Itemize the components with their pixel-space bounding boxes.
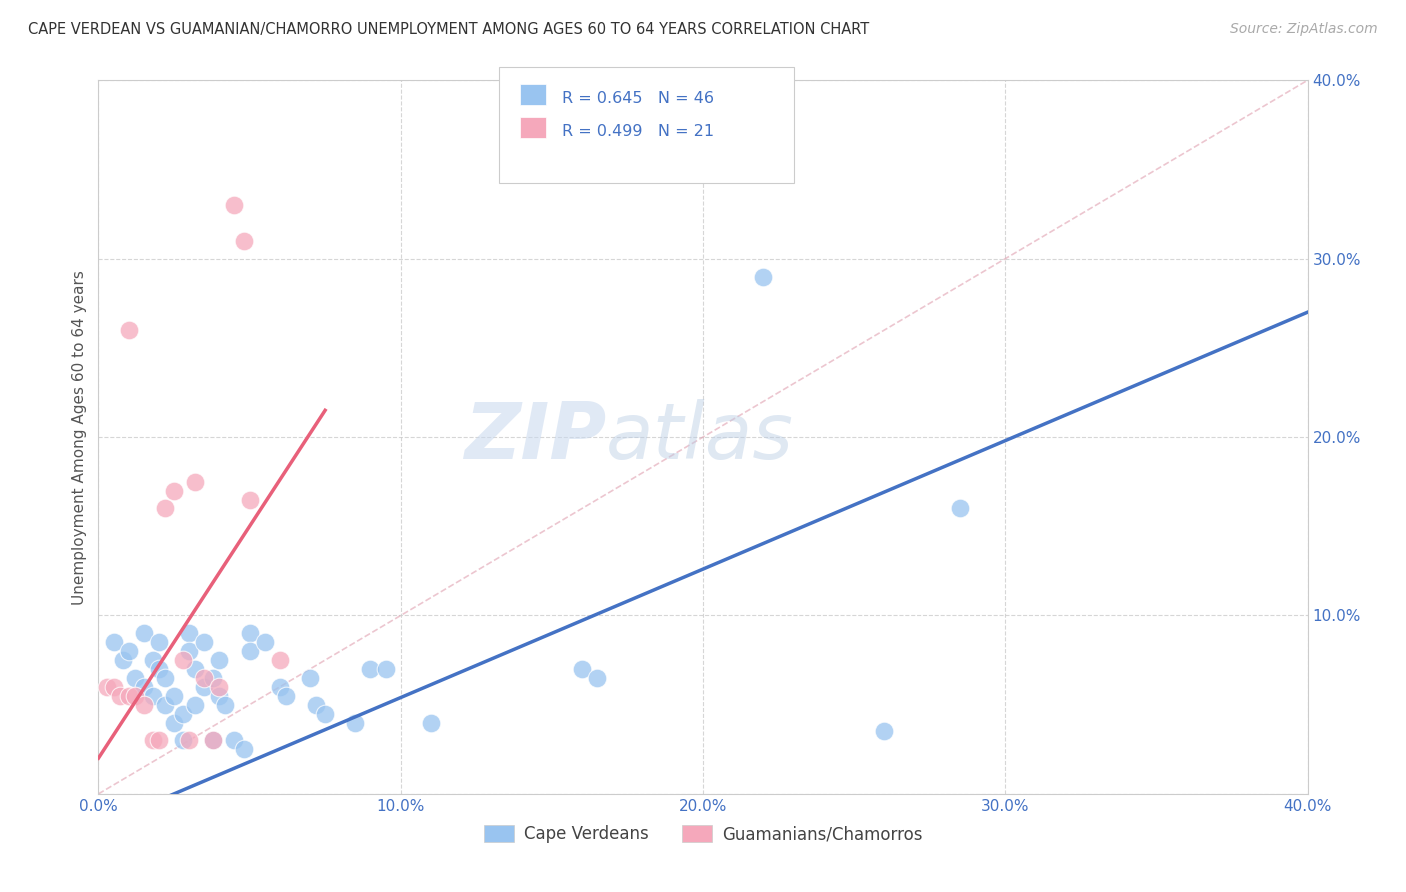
Point bbox=[153, 501, 176, 516]
Point bbox=[949, 501, 972, 516]
Point bbox=[873, 724, 896, 739]
Point bbox=[172, 653, 194, 667]
Text: R = 0.645   N = 46: R = 0.645 N = 46 bbox=[562, 91, 714, 105]
Point bbox=[420, 715, 443, 730]
Point bbox=[571, 662, 593, 676]
Point bbox=[132, 626, 155, 640]
Text: CAPE VERDEAN VS GUAMANIAN/CHAMORRO UNEMPLOYMENT AMONG AGES 60 TO 64 YEARS CORREL: CAPE VERDEAN VS GUAMANIAN/CHAMORRO UNEMP… bbox=[28, 22, 869, 37]
Point bbox=[118, 323, 141, 337]
Point bbox=[208, 689, 231, 703]
Point bbox=[96, 680, 118, 694]
Text: R = 0.499   N = 21: R = 0.499 N = 21 bbox=[562, 124, 714, 138]
Point bbox=[344, 715, 367, 730]
Y-axis label: Unemployment Among Ages 60 to 64 years: Unemployment Among Ages 60 to 64 years bbox=[72, 269, 87, 605]
Point bbox=[172, 733, 194, 747]
Point bbox=[148, 635, 170, 649]
Point bbox=[224, 733, 246, 747]
Point bbox=[193, 635, 215, 649]
Point bbox=[314, 706, 336, 721]
Point bbox=[224, 198, 246, 212]
Point bbox=[239, 492, 262, 507]
Point bbox=[299, 671, 322, 685]
Point bbox=[163, 715, 186, 730]
Point bbox=[232, 742, 254, 756]
Point bbox=[586, 671, 609, 685]
Point bbox=[142, 733, 165, 747]
Point bbox=[103, 635, 125, 649]
Point bbox=[172, 706, 194, 721]
Point bbox=[118, 644, 141, 658]
Point bbox=[208, 653, 231, 667]
Point bbox=[360, 662, 382, 676]
Point bbox=[179, 626, 201, 640]
Point bbox=[132, 680, 155, 694]
Point bbox=[274, 689, 297, 703]
Text: ZIP: ZIP bbox=[464, 399, 606, 475]
Point bbox=[253, 635, 276, 649]
Point bbox=[269, 680, 291, 694]
Point bbox=[142, 689, 165, 703]
Point bbox=[179, 644, 201, 658]
Text: atlas: atlas bbox=[606, 399, 794, 475]
Point bbox=[239, 644, 262, 658]
Point bbox=[269, 653, 291, 667]
Point bbox=[184, 698, 207, 712]
Point bbox=[374, 662, 396, 676]
Point bbox=[193, 671, 215, 685]
Point bbox=[124, 671, 146, 685]
Point bbox=[202, 733, 225, 747]
Text: Source: ZipAtlas.com: Source: ZipAtlas.com bbox=[1230, 22, 1378, 37]
Point bbox=[184, 662, 207, 676]
Point bbox=[153, 698, 176, 712]
Point bbox=[148, 662, 170, 676]
Point bbox=[132, 698, 155, 712]
Point bbox=[239, 626, 262, 640]
Point bbox=[124, 689, 146, 703]
Point bbox=[202, 671, 225, 685]
Point bbox=[118, 689, 141, 703]
Point bbox=[202, 733, 225, 747]
Point bbox=[184, 475, 207, 489]
Point bbox=[153, 671, 176, 685]
Point bbox=[142, 653, 165, 667]
Point bbox=[179, 733, 201, 747]
Point bbox=[305, 698, 328, 712]
Point bbox=[214, 698, 236, 712]
Point bbox=[111, 653, 134, 667]
Point bbox=[103, 680, 125, 694]
Point bbox=[193, 680, 215, 694]
Point bbox=[208, 680, 231, 694]
Legend: Cape Verdeans, Guamanians/Chamorros: Cape Verdeans, Guamanians/Chamorros bbox=[477, 818, 929, 850]
Point bbox=[232, 234, 254, 248]
Point bbox=[148, 733, 170, 747]
Point bbox=[108, 689, 131, 703]
Point bbox=[163, 483, 186, 498]
Point bbox=[163, 689, 186, 703]
Point bbox=[752, 269, 775, 284]
